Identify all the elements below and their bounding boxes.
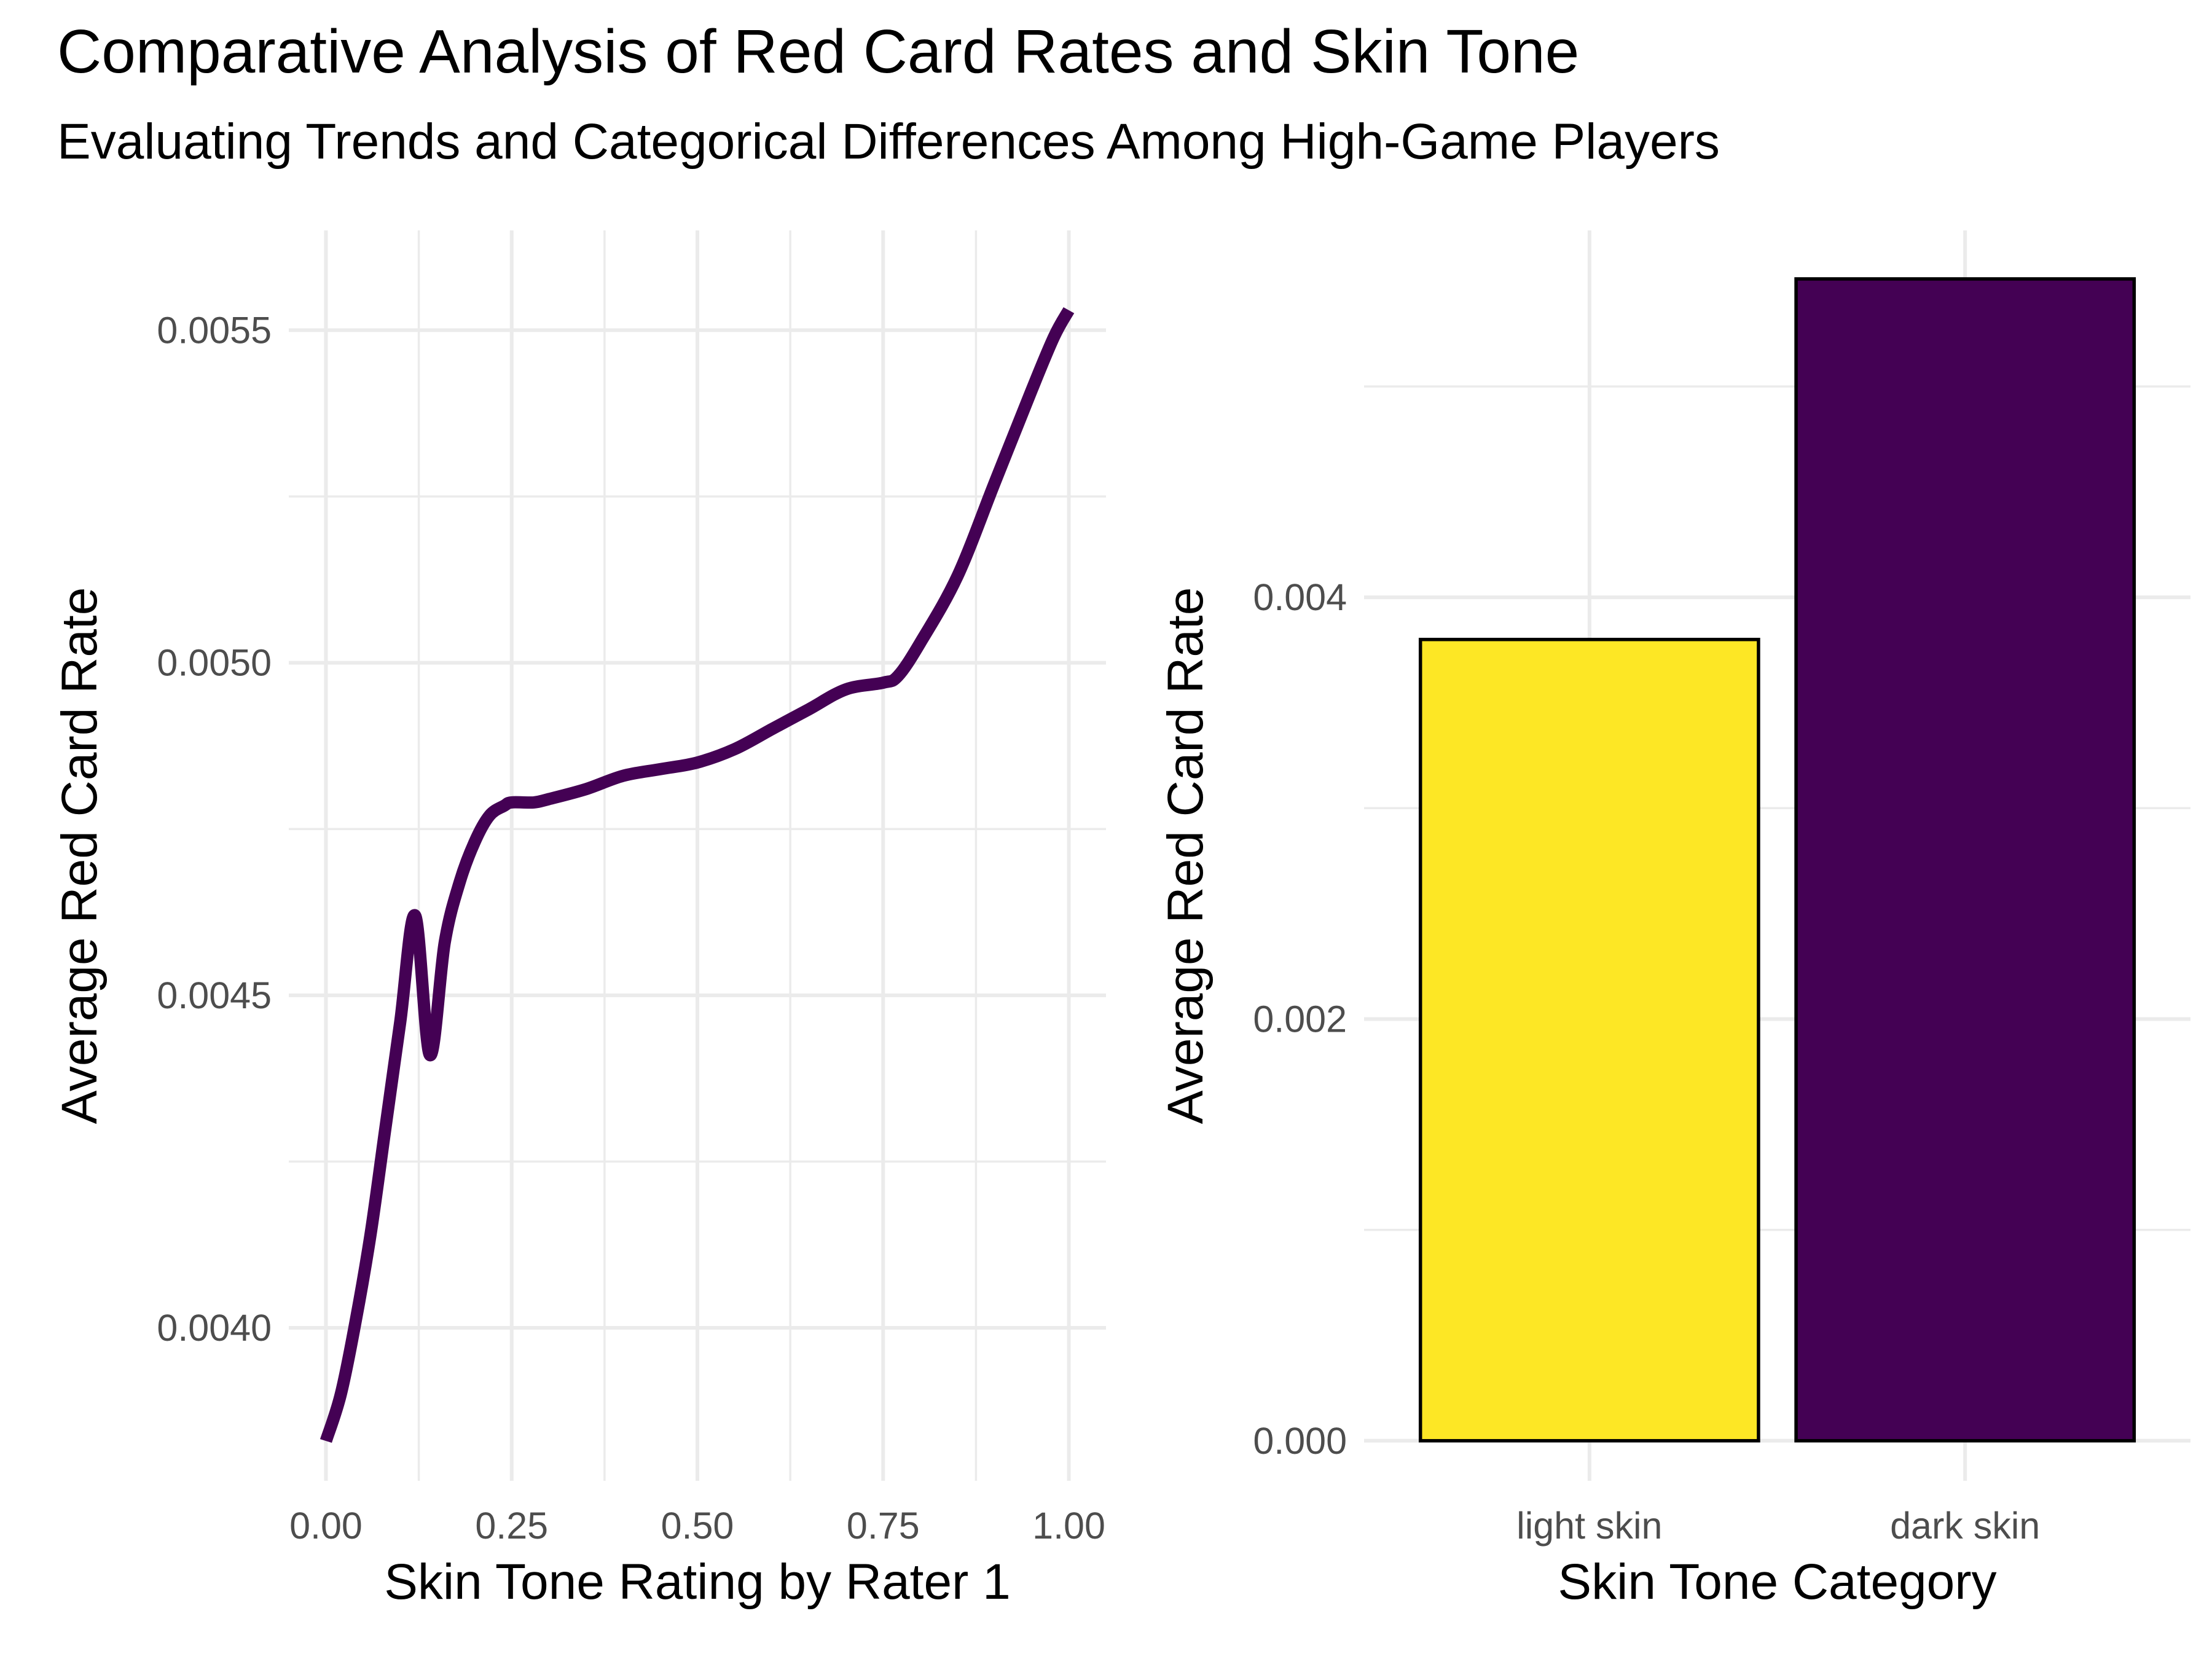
line-gridlines — [289, 230, 1106, 1481]
line-x-axis-title: Skin Tone Rating by Rater 1 — [384, 1554, 1011, 1610]
x-tick-label: 0.75 — [847, 1505, 920, 1547]
bar-dark-skin — [1794, 277, 2136, 1443]
y-tick-label: 0.000 — [1253, 1420, 1347, 1462]
y-tick-label: 0.0040 — [157, 1307, 272, 1349]
bar-panel: 0.000 0.002 0.004 light skin dark skin Skin… — [1158, 230, 2190, 1610]
line-y-tick-labels: 0.0040 0.0045 0.0050 0.0055 — [157, 309, 272, 1349]
x-tick-label: 0.00 — [289, 1505, 363, 1547]
bar-y-axis-title: Average Red Card Rate — [1158, 587, 1214, 1124]
bar-y-tick-labels: 0.000 0.002 0.004 — [1253, 576, 1347, 1462]
bar-x-axis-title: Skin Tone Category — [1558, 1554, 1996, 1610]
y-tick-label: 0.0045 — [157, 975, 272, 1016]
y-tick-label: 0.0055 — [157, 309, 272, 351]
line-x-tick-labels: 0.00 0.25 0.50 0.75 1.00 — [289, 1505, 1105, 1547]
chart-subtitle: Evaluating Trends and Categorical Differ… — [57, 114, 1720, 170]
y-tick-label: 0.004 — [1253, 576, 1347, 618]
x-tick-label: 0.25 — [475, 1505, 548, 1547]
series-line — [320, 307, 1075, 1443]
x-tick-label: 0.50 — [661, 1505, 734, 1547]
x-tick-label: dark skin — [1890, 1505, 2040, 1547]
line-panel: 0.0040 0.0045 0.0050 0.0055 0.00 0.25 0.50 0.7… — [52, 230, 1106, 1610]
bar-marks — [1418, 277, 2136, 1443]
y-tick-label: 0.002 — [1253, 998, 1347, 1040]
chart-title: Comparative Analysis of Red Card Rates a… — [57, 17, 1579, 86]
line-y-axis-title: Average Red Card Rate — [52, 587, 108, 1124]
y-tick-label: 0.0050 — [157, 642, 272, 684]
x-tick-label: light skin — [1516, 1505, 1662, 1547]
bar-light-skin — [1418, 638, 1760, 1443]
bar-x-tick-labels: light skin dark skin — [1516, 1505, 2040, 1547]
x-tick-label: 1.00 — [1032, 1505, 1105, 1547]
